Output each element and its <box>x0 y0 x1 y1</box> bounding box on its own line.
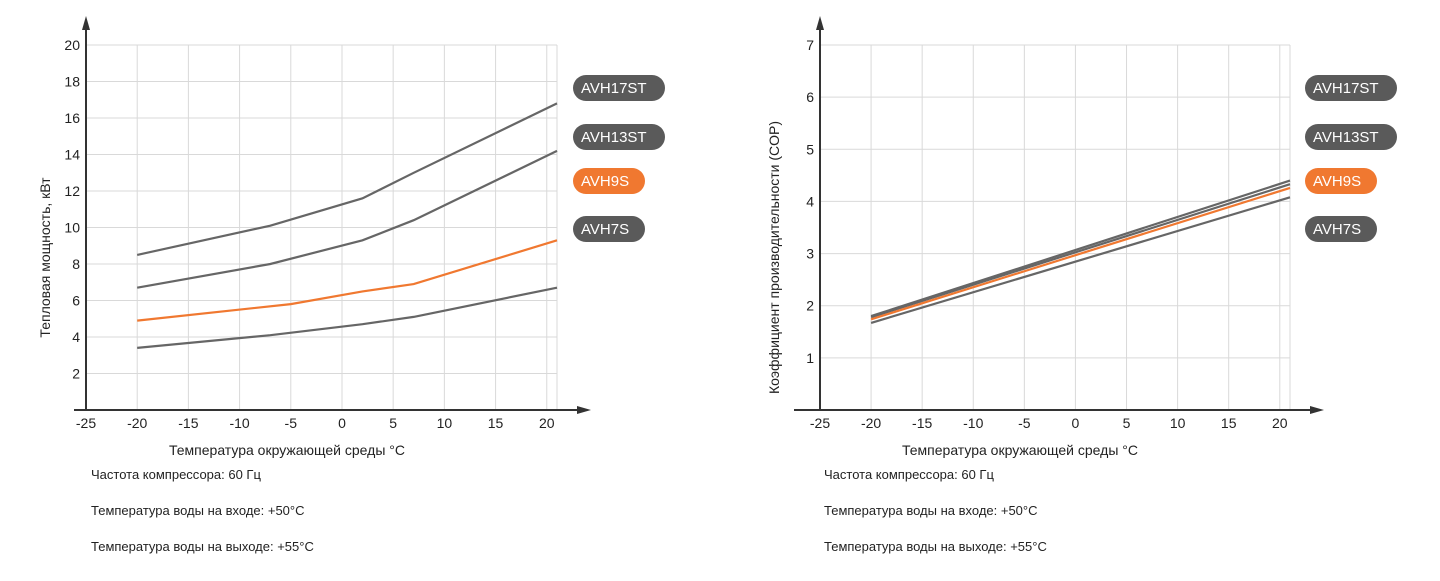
series-line-avh7s <box>870 196 1291 324</box>
x-axis-arrow-icon <box>577 406 591 414</box>
y-tick-label: 12 <box>64 183 80 199</box>
series-line-avh13st <box>870 183 1291 319</box>
series-line-avh9s <box>870 186 1291 321</box>
x-tick-label: -5 <box>1018 415 1031 431</box>
note-water-inlet-temperature: Температура воды на входе: +50°C <box>91 503 305 518</box>
x-tick-label: -25 <box>76 415 96 431</box>
note-water-outlet-temperature: Температура воды на выходе: +55°C <box>91 539 314 554</box>
legend-label: AVH17ST <box>581 80 647 97</box>
x-tick-label: 15 <box>488 415 504 431</box>
x-tick-label: 20 <box>1272 415 1288 431</box>
y-axis-label: Коэффициент производительности (COP) <box>766 121 782 394</box>
y-tick-label: 2 <box>72 366 80 382</box>
y-tick-label: 20 <box>64 37 80 53</box>
x-tick-label: 5 <box>389 415 397 431</box>
legend-item-avh7s: AVH7S <box>573 216 645 242</box>
y-tick-label: 4 <box>72 329 80 345</box>
y-tick-label: 5 <box>806 141 814 157</box>
y-tick-label: 3 <box>806 246 814 262</box>
legend-label: AVH9S <box>1313 173 1361 190</box>
y-tick-label: 1 <box>806 350 814 366</box>
legend-label: AVH17ST <box>1313 80 1379 97</box>
x-tick-label: -5 <box>285 415 298 431</box>
y-tick-label: 14 <box>64 147 80 163</box>
gridlines <box>820 44 1291 410</box>
y-tick-label: 16 <box>64 110 80 126</box>
legend-pill <box>573 75 665 101</box>
series-line-avh13st <box>137 149 558 289</box>
legend-label: AVH9S <box>581 173 629 190</box>
x-tick-label: 0 <box>338 415 346 431</box>
legend-item-avh13st: AVH13ST <box>573 124 665 150</box>
legend-pill <box>573 124 665 150</box>
x-tick-label: 20 <box>539 415 555 431</box>
legend-pill <box>1305 124 1397 150</box>
y-tick-label: 10 <box>64 220 80 236</box>
heat-output-chart: -25 -20 -15 -10 -5 0 5 10 15 20 2 4 6 8 10 12 14 16 18 20 Те… <box>37 16 665 554</box>
x-tick-label: 15 <box>1221 415 1237 431</box>
x-tick-label: 10 <box>437 415 453 431</box>
x-tick-label: -15 <box>178 415 198 431</box>
x-tick-label: -20 <box>127 415 147 431</box>
y-tick-label: 18 <box>64 74 80 90</box>
legend-pill <box>573 216 645 242</box>
y-tick-label: 2 <box>806 298 814 314</box>
x-axis-label: Температура окружающей среды °C <box>169 442 405 458</box>
legend-label: AVH13ST <box>1313 129 1379 146</box>
note-compressor-frequency: Частота компрессора: 60 Гц <box>91 467 261 482</box>
x-tick-label: 10 <box>1170 415 1186 431</box>
y-axis-arrow-icon <box>816 16 824 30</box>
legend-pill <box>1305 216 1377 242</box>
legend-pill <box>1305 168 1377 194</box>
note-water-inlet-temperature: Температура воды на входе: +50°C <box>824 503 1038 518</box>
legend-item-avh9s: AVH9S <box>1305 168 1377 194</box>
legend-label: AVH7S <box>1313 221 1361 238</box>
note-water-outlet-temperature: Температура воды на выходе: +55°C <box>824 539 1047 554</box>
legend-pill <box>1305 75 1397 101</box>
y-axis-arrow-icon <box>82 16 90 30</box>
legend-item-avh9s: AVH9S <box>573 168 645 194</box>
x-tick-label: 0 <box>1072 415 1080 431</box>
legend-item-avh13st: AVH13ST <box>1305 124 1397 150</box>
legend-item-avh7s: AVH7S <box>1305 216 1377 242</box>
x-tick-label: -10 <box>229 415 249 431</box>
legend-item-avh17st: AVH17ST <box>1305 75 1397 101</box>
x-tick-label: 5 <box>1123 415 1131 431</box>
cop-plot: -25 -20 -15 -10 -5 0 5 10 15 20 1 2 3 4 5 6 7 Температура… <box>766 16 1397 458</box>
x-tick-label: -15 <box>912 415 932 431</box>
cop-chart: -25 -20 -15 -10 -5 0 5 10 15 20 1 2 3 4 5 6 7 Температура… <box>720 0 1440 581</box>
note-compressor-frequency: Частота компрессора: 60 Гц <box>824 467 994 482</box>
x-axis-arrow-icon <box>1310 406 1324 414</box>
x-tick-label: -20 <box>861 415 881 431</box>
gridlines <box>86 44 558 410</box>
legend-pill <box>573 168 645 194</box>
legend-item-avh17st: AVH17ST <box>573 75 665 101</box>
x-axis-label: Температура окружающей среды °C <box>902 442 1138 458</box>
x-tick-label: -25 <box>810 415 830 431</box>
series-line-avh17st <box>136 102 558 256</box>
legend-label: AVH7S <box>581 221 629 238</box>
y-tick-label: 6 <box>72 293 80 309</box>
y-axis-label: Тепловая мощность, кВт <box>37 177 53 338</box>
y-tick-label: 8 <box>72 256 80 272</box>
series-line-avh7s <box>137 286 558 349</box>
series-line-avh9s <box>137 239 558 322</box>
y-tick-label: 6 <box>806 89 814 105</box>
heat-output-plot: -25 -20 -15 -10 -5 0 5 10 15 20 2 4 6 8 10 12 14 16 18 20 Те… <box>37 16 665 458</box>
x-tick-label: -10 <box>963 415 983 431</box>
legend-label: AVH13ST <box>581 129 647 146</box>
y-tick-label: 7 <box>806 37 814 53</box>
y-tick-label: 4 <box>806 193 814 209</box>
series-line-avh17st <box>870 179 1291 318</box>
